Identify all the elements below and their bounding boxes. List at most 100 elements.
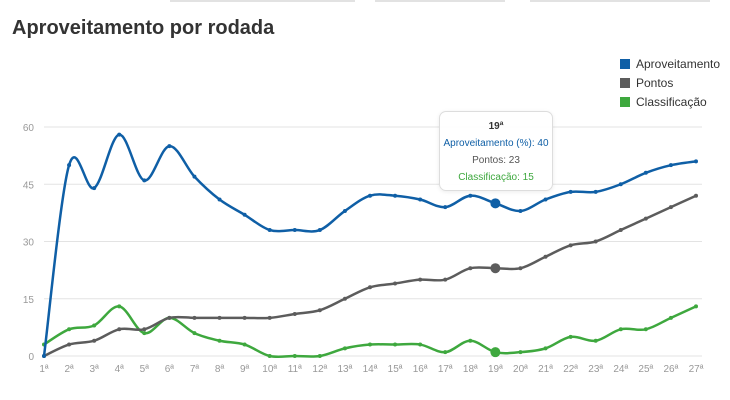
data-point <box>342 208 347 213</box>
data-point <box>192 331 197 336</box>
data-point <box>643 170 648 175</box>
x-tick-label: 27ª <box>689 364 704 375</box>
data-point <box>468 266 473 271</box>
data-point <box>418 197 423 202</box>
data-point <box>117 132 122 137</box>
data-point <box>618 327 623 332</box>
data-point <box>317 228 322 233</box>
x-tick-label: 10ª <box>262 364 277 375</box>
x-tick-label: 25ª <box>638 364 653 375</box>
y-tick-label: 30 <box>23 238 35 249</box>
data-point <box>418 277 423 282</box>
legend-label: Classificação <box>636 94 707 109</box>
tab-bar-3[interactable] <box>530 0 710 2</box>
x-tick-label: 7ª <box>190 364 200 375</box>
x-tick-label: 9ª <box>240 364 250 375</box>
data-point <box>568 189 573 194</box>
data-point <box>468 338 473 343</box>
tab-bar-2[interactable] <box>375 0 505 2</box>
legend-swatch <box>620 96 630 107</box>
series-line-classificação <box>43 305 697 359</box>
y-tick-label: 15 <box>23 295 35 306</box>
x-tick-label: 17ª <box>438 364 453 375</box>
data-point <box>67 163 72 168</box>
data-point <box>142 331 147 336</box>
legend-swatch <box>620 58 630 69</box>
data-point <box>668 163 673 168</box>
x-tick-label: 19ª <box>488 364 503 375</box>
data-point <box>694 159 698 164</box>
data-point <box>668 205 673 210</box>
highlighted-point <box>490 198 501 209</box>
data-point <box>192 315 197 320</box>
legend-item[interactable]: Pontos <box>620 73 720 92</box>
data-point <box>292 228 297 233</box>
data-point <box>643 327 648 332</box>
data-point <box>418 342 423 347</box>
series-line-aproveitamento <box>42 133 697 357</box>
x-tick-label: 18ª <box>463 364 478 375</box>
data-point <box>92 186 97 191</box>
data-point <box>694 304 698 309</box>
data-point <box>443 205 448 210</box>
legend: Aproveitamento Pontos Classificação <box>620 54 720 111</box>
data-point <box>267 315 272 320</box>
data-point <box>393 342 398 347</box>
x-tick-label: 1ª <box>39 364 49 375</box>
data-point <box>593 338 598 343</box>
data-point <box>242 212 247 217</box>
x-tick-label: 11ª <box>288 364 302 375</box>
data-point <box>67 342 72 347</box>
data-point <box>342 346 347 351</box>
data-point <box>368 193 372 198</box>
x-tick-label: 15ª <box>388 364 403 375</box>
data-point <box>518 208 523 213</box>
data-point <box>643 216 648 221</box>
data-point <box>568 334 573 339</box>
legend-label: Pontos <box>636 75 674 90</box>
x-tick-label: 2ª <box>64 364 74 375</box>
x-tick-label: 26ª <box>664 364 679 375</box>
legend-item[interactable]: Aproveitamento <box>620 54 720 73</box>
data-point <box>292 354 297 358</box>
data-point <box>242 342 247 347</box>
data-point <box>242 315 247 320</box>
data-point <box>443 277 448 282</box>
data-point <box>393 281 398 286</box>
data-point <box>117 327 122 332</box>
x-tick-label: 20ª <box>513 364 528 375</box>
data-point <box>668 315 673 320</box>
data-point <box>543 254 548 259</box>
tooltip-classificacao: Classificação: 15 <box>458 172 534 183</box>
data-point <box>142 178 147 183</box>
tab-bar-1[interactable] <box>170 0 355 2</box>
data-point <box>518 266 523 271</box>
data-point <box>217 315 222 320</box>
tooltip-pontos: Pontos: 23 <box>472 155 520 166</box>
tooltip-aproveitamento: Aproveitamento (%): 40 <box>443 138 549 149</box>
data-point <box>368 285 372 290</box>
data-point <box>92 338 97 343</box>
data-point <box>342 296 347 301</box>
x-tick-label: 8ª <box>215 364 225 375</box>
data-point <box>192 174 197 179</box>
x-tick-label: 24ª <box>613 364 628 375</box>
data-point <box>694 193 698 198</box>
data-point <box>142 327 147 332</box>
tooltip: 19ª Aproveitamento (%): 40 Pontos: 23 Cl… <box>439 111 553 191</box>
x-tick-label: 16ª <box>413 364 428 375</box>
data-point <box>317 354 322 358</box>
data-point <box>543 346 548 351</box>
data-point <box>217 338 222 343</box>
data-point <box>618 228 623 233</box>
data-point <box>117 304 122 309</box>
data-point <box>368 342 372 347</box>
legend-item[interactable]: Classificação <box>620 92 720 111</box>
data-point <box>167 144 172 149</box>
legend-swatch <box>620 77 630 88</box>
data-point <box>468 193 473 198</box>
x-tick-label: 21ª <box>538 364 553 375</box>
x-tick-label: 3ª <box>90 364 100 375</box>
data-point <box>42 354 46 358</box>
